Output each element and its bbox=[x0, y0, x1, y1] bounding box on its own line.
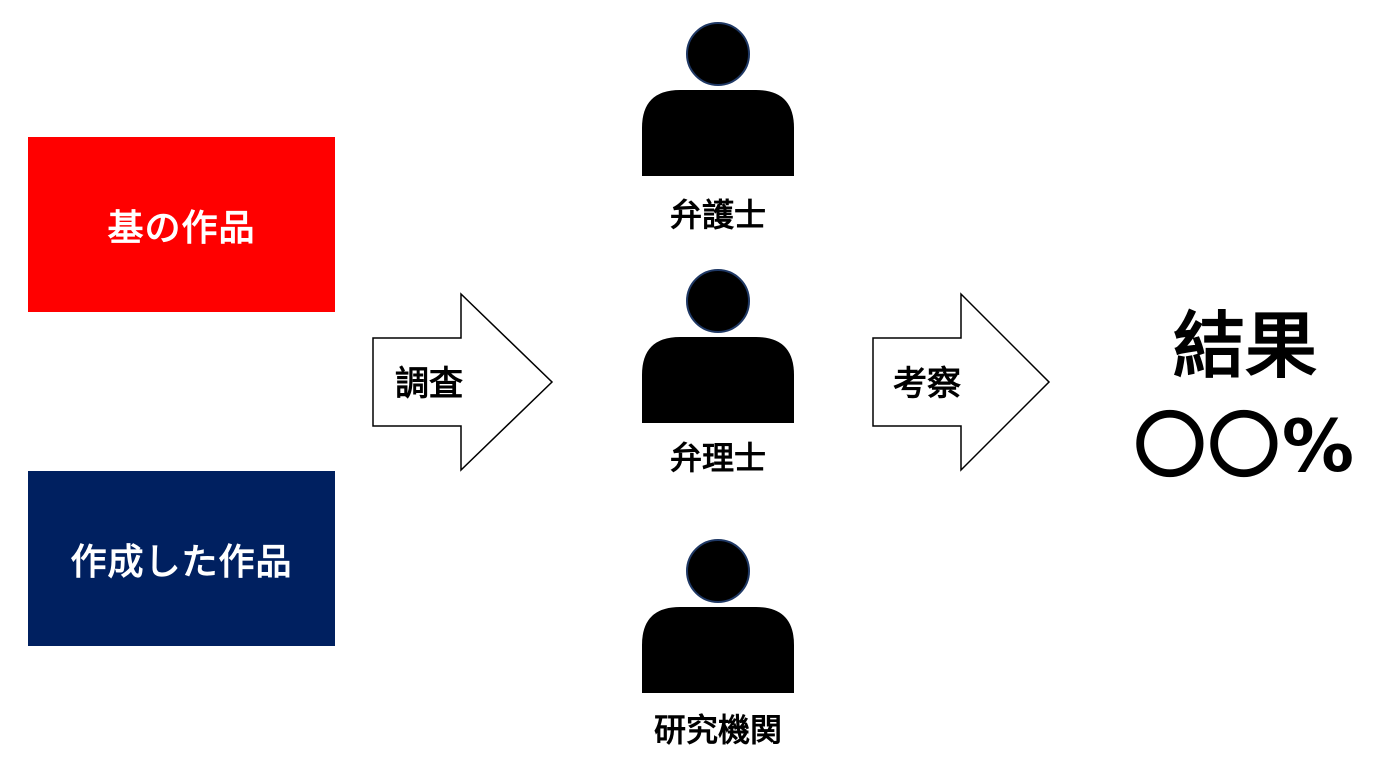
evaluator-lawyer: 弁護士 bbox=[638, 18, 798, 238]
research-arrow: 調査 bbox=[371, 292, 554, 472]
evaluator-research-institution: 研究機関 bbox=[638, 535, 798, 755]
original-work-box: 基の作品 bbox=[28, 137, 335, 312]
evaluator-label: 弁護士 bbox=[669, 196, 766, 234]
evaluator-patent-attorney: 弁理士 bbox=[638, 265, 798, 485]
person-icon bbox=[642, 539, 794, 693]
created-work-label: 作成した作品 bbox=[70, 541, 293, 583]
result-block: 結果 〇〇% bbox=[1100, 300, 1390, 496]
evaluator-label: 研究機関 bbox=[653, 711, 782, 749]
right-arrow-icon bbox=[372, 292, 554, 472]
original-work-label: 基の作品 bbox=[107, 207, 256, 249]
result-value: 〇〇% bbox=[1133, 404, 1357, 488]
analysis-label: 考察 bbox=[893, 364, 961, 404]
analysis-arrow: 考察 bbox=[871, 292, 1051, 472]
research-label: 調査 bbox=[395, 364, 463, 404]
result-title: 結果 bbox=[1172, 304, 1317, 388]
person-icon bbox=[642, 22, 794, 176]
evaluator-label: 弁理士 bbox=[669, 439, 766, 477]
right-arrow-icon bbox=[872, 292, 1051, 472]
created-work-box: 作成した作品 bbox=[28, 471, 335, 646]
person-icon bbox=[642, 269, 794, 423]
